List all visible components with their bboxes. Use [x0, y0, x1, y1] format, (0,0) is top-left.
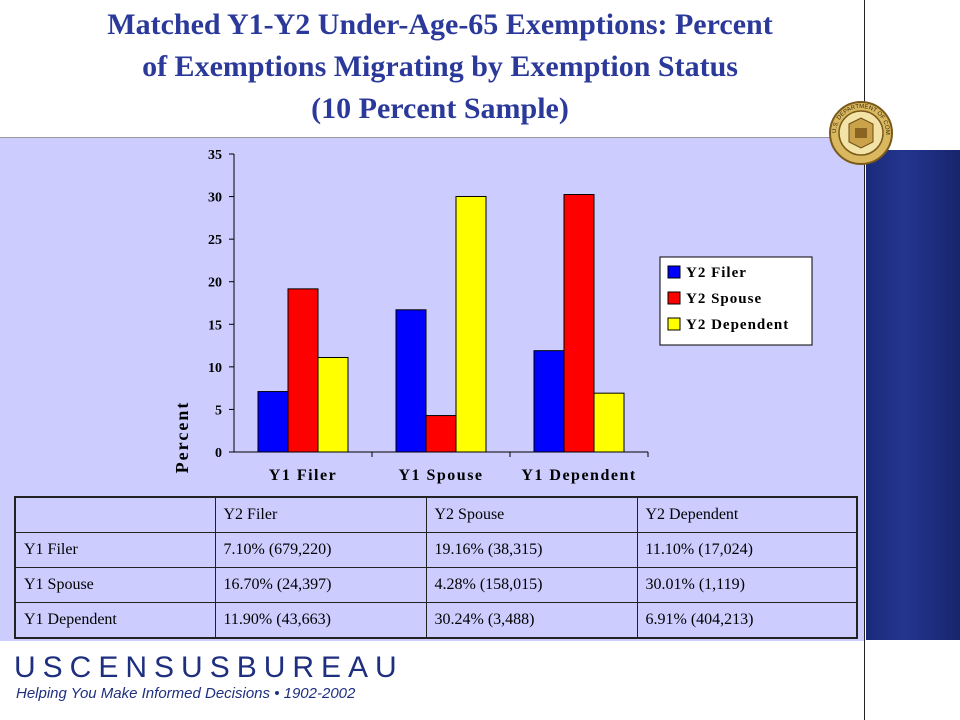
bar-chart: 0 5 10 15 20 25 30 35 Y1 Filer Y1 Spouse Y1 Depend… [172, 148, 813, 484]
table-header-cell: Y2 Dependent [636, 496, 858, 533]
table-row-label: Y1 Spouse [14, 567, 216, 603]
slide-divider [864, 0, 865, 720]
bar [455, 195, 487, 453]
commerce-seal-logo: U.S. DEPARTMENT OF COMMERCE [828, 100, 893, 165]
table-header-cell [14, 496, 216, 533]
tagline: Helping You Make Informed Decisions • 19… [16, 685, 356, 702]
y-tick-label: 15 [208, 318, 222, 333]
title-line-1: Matched Y1-Y2 Under-Age-65 Exemptions: P… [107, 8, 773, 41]
bar [563, 194, 595, 453]
y-tick-label: 25 [208, 233, 222, 248]
title-line-2: of Exemptions Migrating by Exemption Sta… [142, 50, 738, 83]
census-bureau-logo: USCENSUSBUREAU [14, 651, 404, 684]
y-tick-label: 5 [215, 403, 222, 418]
bar [287, 288, 319, 453]
bar [257, 391, 289, 453]
table-header-cell: Y2 Filer [214, 496, 427, 533]
legend-swatch [667, 317, 681, 331]
right-accent-bar [866, 150, 960, 640]
bar [533, 350, 565, 453]
y-axis-label: Percent [172, 401, 192, 474]
slide-title: Matched Y1-Y2 Under-Age-65 Exemptions: P… [0, 4, 880, 130]
y-tick-label: 20 [208, 276, 222, 291]
table-cell: 19.16% (38,315) [425, 532, 638, 568]
legend-swatch [667, 291, 681, 305]
legend-box [659, 256, 813, 346]
table-cell: 30.01% (1,119) [636, 567, 858, 603]
y-tick-label: 30 [208, 191, 222, 206]
bar [593, 392, 625, 453]
table-cell: 11.90% (43,663) [214, 602, 427, 639]
table-cell: 30.24% (3,488) [425, 602, 638, 639]
data-table: Y2 Filer Y2 Spouse Y2 Dependent Y1 Filer 7.1… [14, 496, 858, 639]
title-line-3: (10 Percent Sample) [311, 92, 569, 125]
y-tick-label: 35 [208, 148, 222, 163]
table-cell: 4.28% (158,015) [425, 567, 638, 603]
y-tick-label: 0 [215, 446, 222, 461]
table-cell: 16.70% (24,397) [214, 567, 427, 603]
table-header-row: Y2 Filer Y2 Spouse Y2 Dependent [14, 496, 858, 533]
x-tick-label: Y1 Spouse [398, 467, 483, 484]
table-row-label: Y1 Filer [14, 532, 216, 568]
table-cell: 6.91% (404,213) [636, 602, 858, 639]
table-row: Y1 Filer 7.10% (679,220) 19.16% (38,315) 11… [14, 532, 858, 568]
legend-label: Y2 Dependent [686, 317, 789, 333]
table-row: Y1 Dependent 11.90% (43,663) 30.24% (3,488… [14, 602, 858, 639]
legend-label: Y2 Spouse [686, 291, 762, 307]
bar [317, 356, 349, 453]
legend-label: Y2 Filer [686, 265, 747, 281]
bar [395, 309, 427, 453]
x-tick-label: Y1 Dependent [521, 467, 636, 484]
bar [425, 415, 457, 453]
table-header-cell: Y2 Spouse [425, 496, 638, 533]
legend-swatch [667, 265, 681, 279]
table-cell: 7.10% (679,220) [214, 532, 427, 568]
y-tick-label: 10 [208, 361, 222, 376]
table-cell: 11.10% (17,024) [636, 532, 858, 568]
table-row-label: Y1 Dependent [14, 602, 216, 639]
x-tick-label: Y1 Filer [269, 467, 337, 484]
table-row: Y1 Spouse 16.70% (24,397) 4.28% (158,015) 3… [14, 567, 858, 603]
